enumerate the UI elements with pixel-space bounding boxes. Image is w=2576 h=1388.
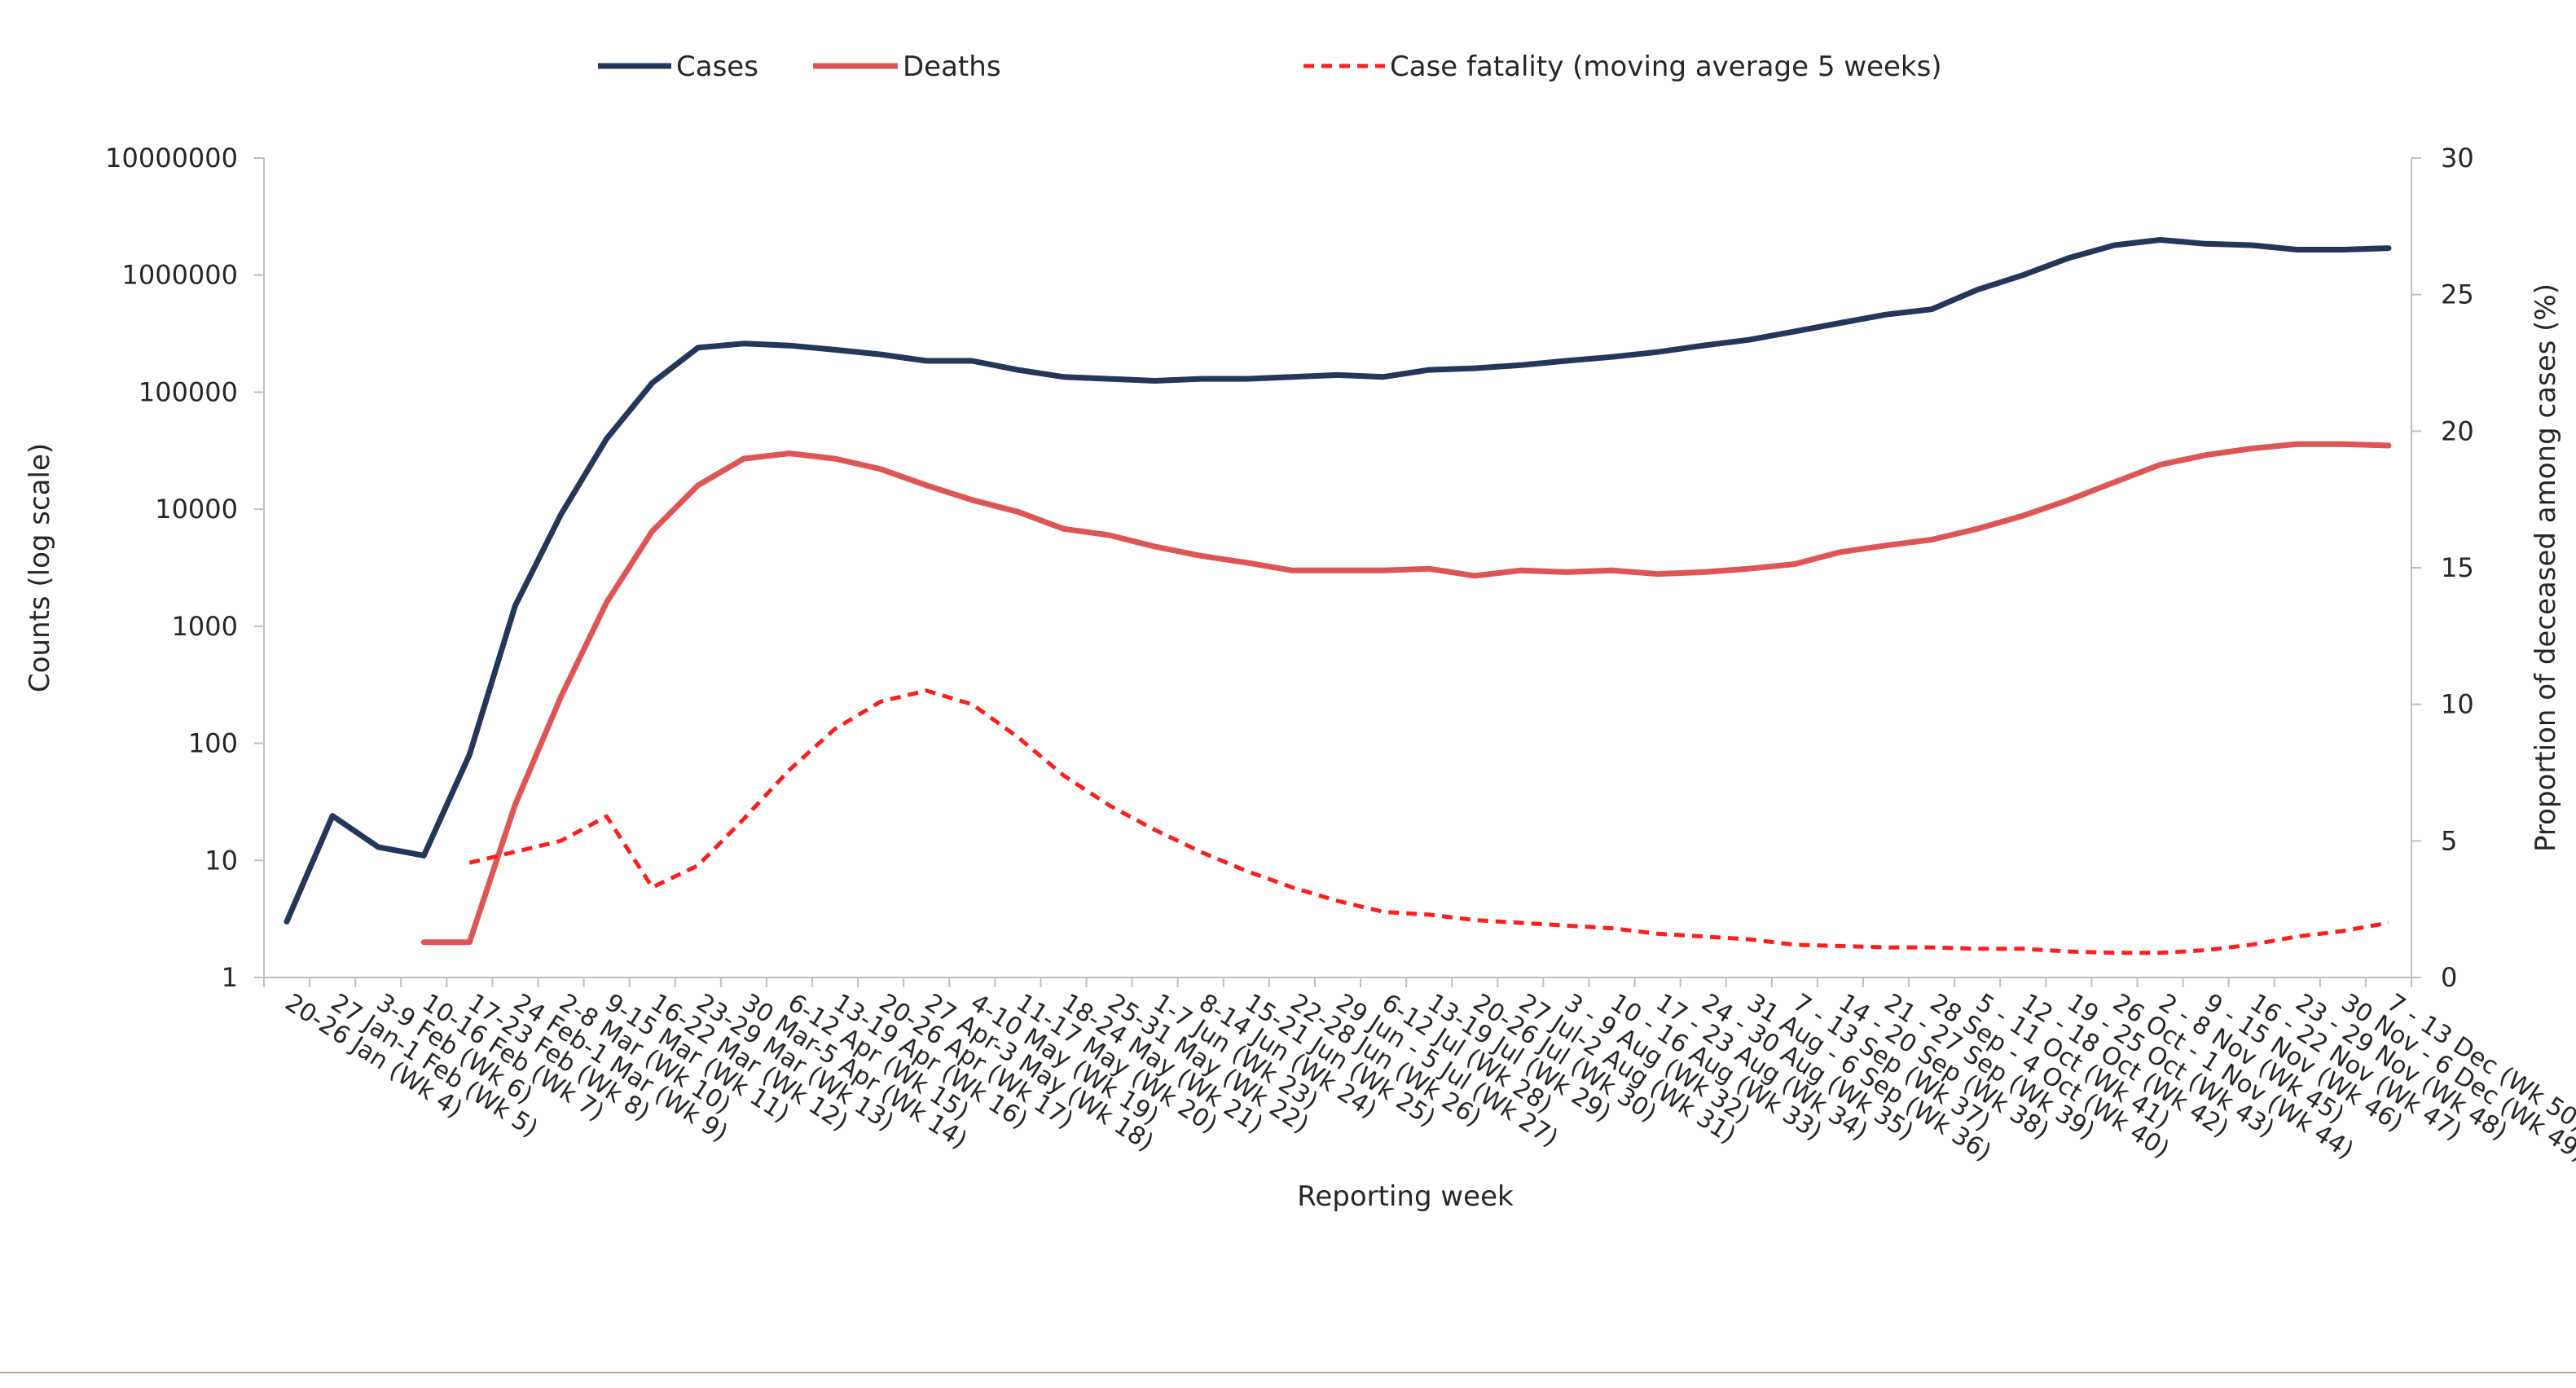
legend-label: Deaths [903,51,1001,83]
series-line-cases [284,237,2392,925]
right-y-tick-label: 25 [2441,279,2474,310]
series-lines [284,237,2392,955]
right-y-tick-label: 5 [2441,825,2457,856]
series-line-deaths [420,441,2392,946]
left-y-tick-label: 100000 [138,376,238,407]
legend-label: Case fatality (moving average 5 weeks) [1390,51,1942,83]
right-y-tick-label: 30 [2441,143,2474,174]
legend: Cases Deaths Case fatality (moving average… [598,51,1942,83]
left-y-tick-label: 100 [188,728,238,759]
right-y-tick-label: 20 [2441,415,2474,446]
legend-label: Cases [676,51,758,83]
left-y-tick-label: 10000000 [105,143,238,174]
right-y-tick-label: 15 [2441,552,2474,583]
x-axis-title: Reporting week [1297,1180,1514,1213]
left-y-tick-label: 1000 [172,611,238,642]
y2-axis-title: Proportion of deceased among cases (%) [2530,283,2562,852]
left-y-tick-label: 10000 [155,494,238,525]
right-y-tick-label: 10 [2441,689,2474,720]
series-line-case [468,688,2389,955]
left-y-tick-labels: 10000000 1000000 100000 10000 1000 100 10 1 [105,143,264,993]
left-y-tick-label: 1 [222,962,238,993]
y-axis-title: Counts (log scale) [24,443,56,692]
right-y-tick-labels: 30 25 20 15 10 5 0 [2411,143,2474,993]
bottom-divider [0,1372,2576,1373]
left-y-tick-label: 1000000 [121,260,238,291]
x-tick-labels: 20-26 Jan (Wk 4)27 Jan-1 Feb (Wk 5)3-9 F… [263,977,2576,1168]
left-y-tick-label: 10 [204,845,238,876]
right-y-tick-label: 0 [2441,962,2457,993]
